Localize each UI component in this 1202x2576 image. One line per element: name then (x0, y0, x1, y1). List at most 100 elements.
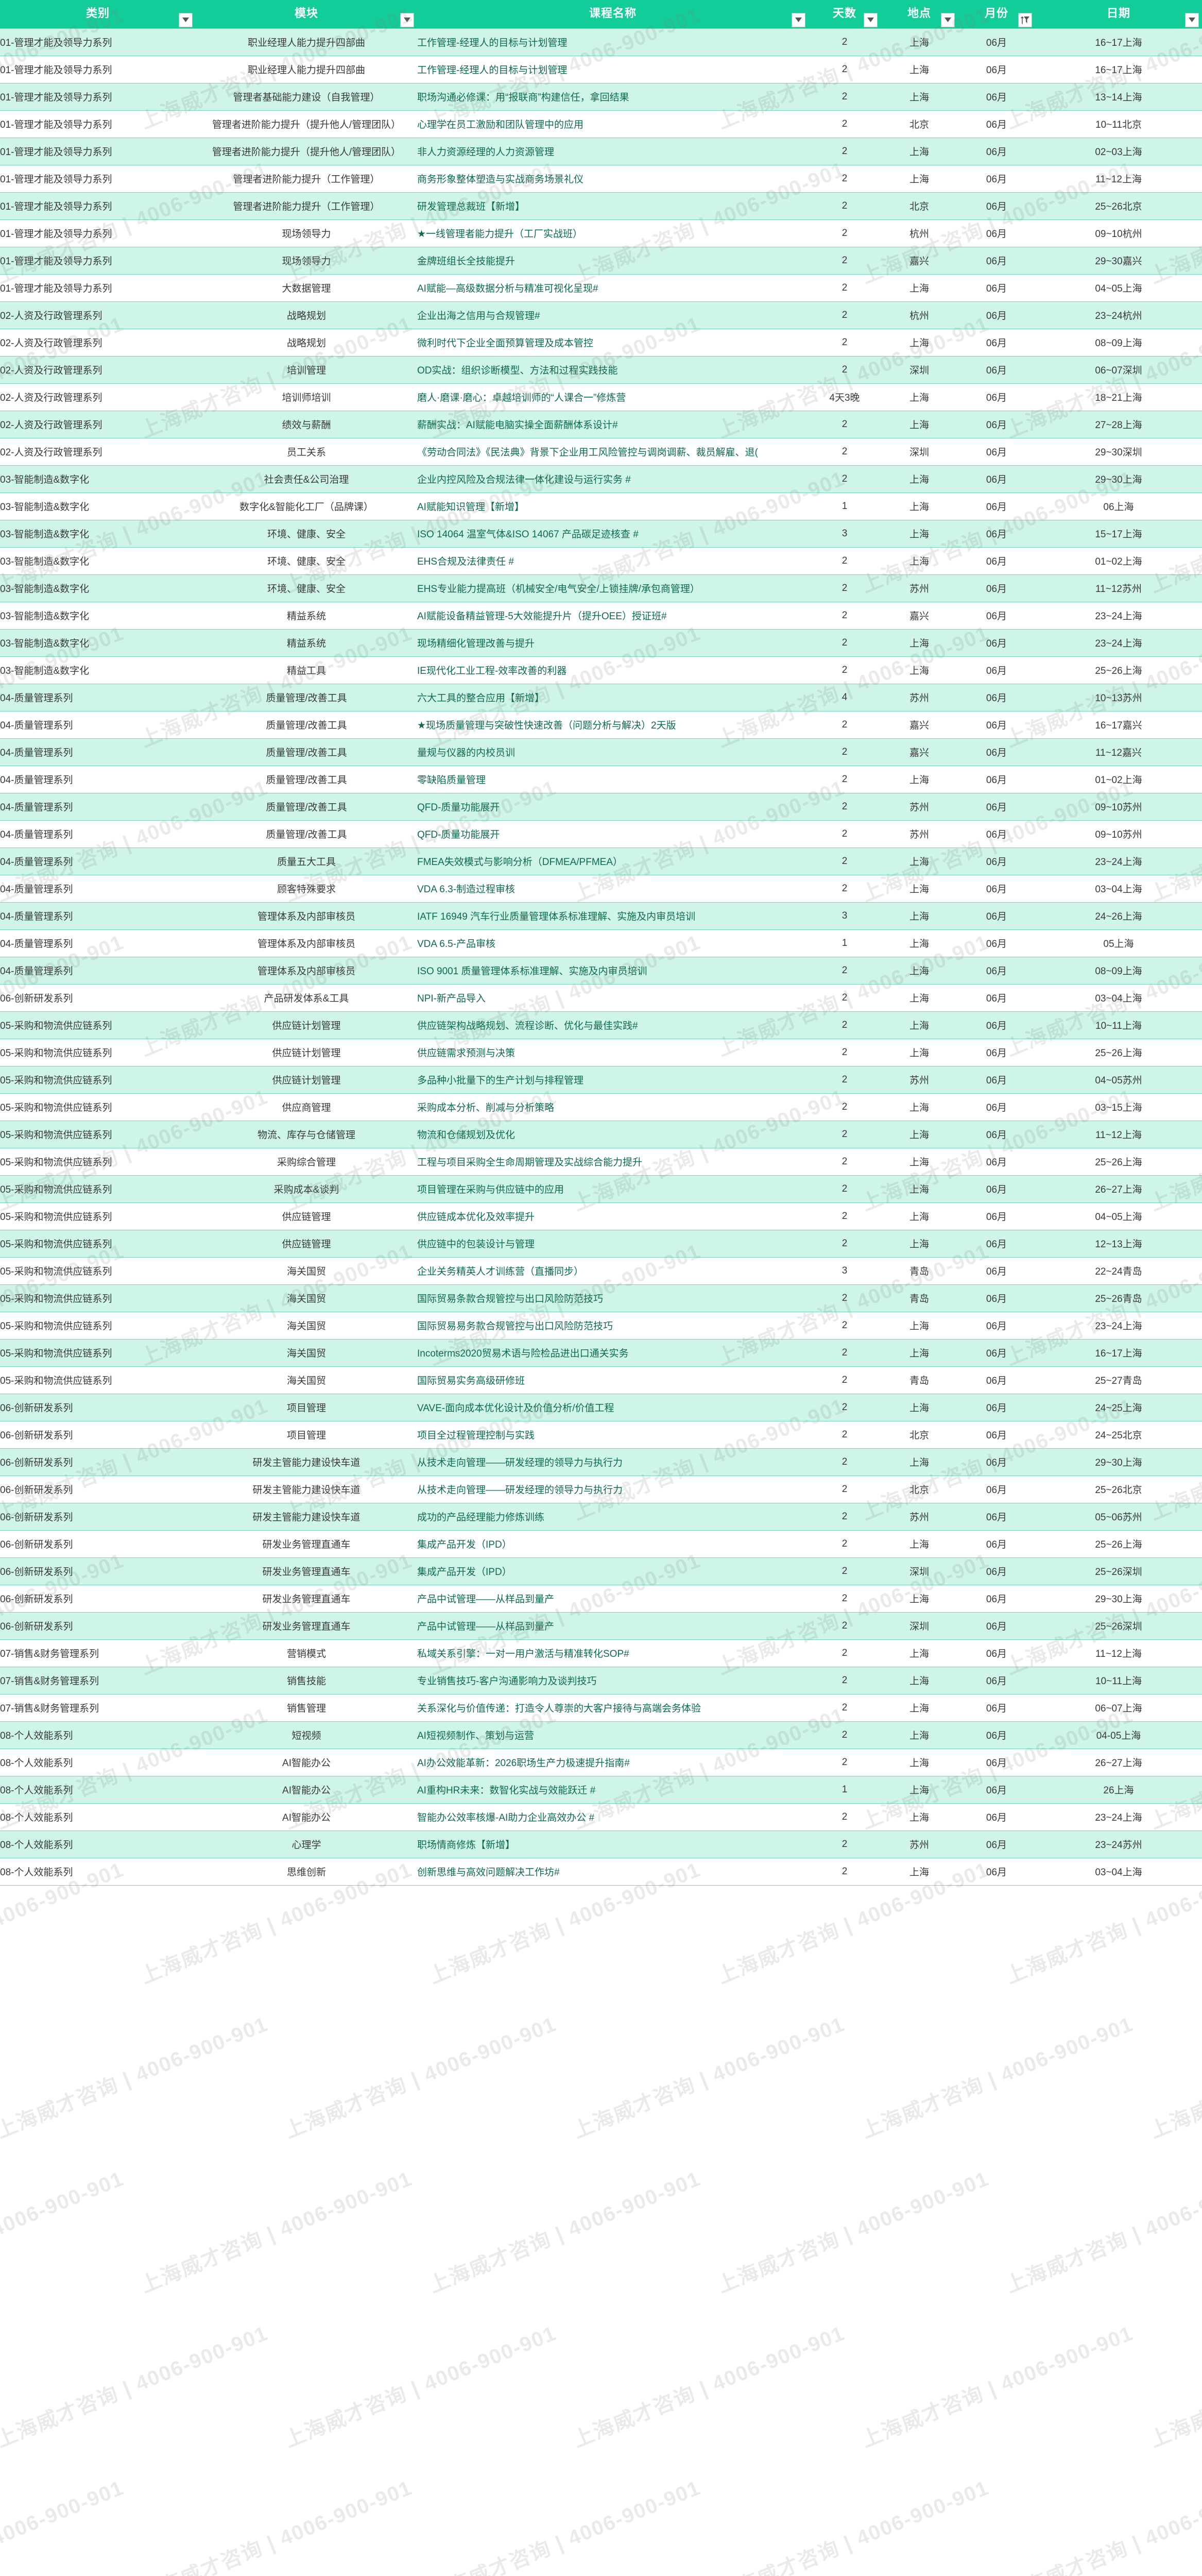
cell-category[interactable]: 04-质量管理系列 (0, 710, 196, 739)
table-row[interactable]: 04-质量管理系列 质量管理/改善工具 QFD-质量功能展开 2 苏州 06月 09~10苏… (0, 820, 1202, 848)
cell-module[interactable]: 精益系统 (196, 629, 417, 657)
cell-course[interactable]: 微利时代下企业全面预算管理及成本管控 (417, 328, 809, 357)
cell-month[interactable]: 06月 (958, 1448, 1035, 1476)
table-row[interactable]: 05-采购和物流供应链系列 供应链计划管理 多品种小批量下的生产计划与排程管理 2 苏州… (0, 1065, 1202, 1094)
table-row[interactable]: 03-智能制造&数字化 数字化&智能化工厂（品牌课） AI赋能知识管理【新增】 1 上海… (0, 492, 1202, 520)
cell-module[interactable]: 研发主管能力建设快车道 (196, 1448, 417, 1476)
cell-city[interactable]: 北京 (881, 110, 958, 138)
cell-category[interactable]: 06-创新研发系列 (0, 1448, 196, 1476)
cell-city[interactable]: 苏州 (881, 683, 958, 711)
cell-category[interactable]: 05-采购和物流供应链系列 (0, 1038, 196, 1066)
cell-module[interactable]: 顾客特殊要求 (196, 874, 417, 903)
cell-category[interactable]: 06-创新研发系列 (0, 1557, 196, 1585)
cell-month[interactable]: 06月 (958, 82, 1035, 111)
cell-module[interactable]: 环境、健康、安全 (196, 547, 417, 575)
table-row[interactable]: 05-采购和物流供应链系列 海关国贸 Incoterms2020贸易术语与险检品进出… (0, 1338, 1202, 1367)
cell-module[interactable]: 思维创新 (196, 1857, 417, 1886)
cell-days[interactable]: 2 (809, 1229, 881, 1258)
cell-city[interactable]: 上海 (881, 1748, 958, 1776)
cell-date[interactable]: 25~26北京 (1035, 192, 1202, 220)
cell-month[interactable]: 06月 (958, 765, 1035, 793)
cell-month[interactable]: 06月 (958, 984, 1035, 1012)
table-row[interactable]: 04-质量管理系列 质量管理/改善工具 六大工具的整合应用【新增】 4 苏州 06月 10~… (0, 683, 1202, 711)
cell-days[interactable]: 2 (809, 847, 881, 875)
cell-city[interactable]: 嘉兴 (881, 738, 958, 766)
cell-city[interactable]: 上海 (881, 1093, 958, 1121)
cell-category[interactable]: 03-智能制造&数字化 (0, 547, 196, 575)
cell-course[interactable]: VDA 6.3-制造过程审核 (417, 874, 809, 903)
filter-button-city[interactable] (941, 12, 955, 27)
cell-city[interactable]: 北京 (881, 1420, 958, 1449)
cell-days[interactable]: 2 (809, 1612, 881, 1640)
cell-course[interactable]: 产品中试管理——从样品到量产 (417, 1612, 809, 1640)
cell-days[interactable]: 1 (809, 1775, 881, 1804)
cell-city[interactable]: 上海 (881, 1857, 958, 1886)
cell-module[interactable]: 项目管理 (196, 1420, 417, 1449)
cell-city[interactable]: 苏州 (881, 792, 958, 821)
cell-month[interactable]: 06月 (958, 1366, 1035, 1394)
cell-category[interactable]: 08-个人效能系列 (0, 1721, 196, 1749)
cell-date[interactable]: 09~10杭州 (1035, 219, 1202, 247)
table-row[interactable]: 06-创新研发系列 研发业务管理直通车 产品中试管理——从样品到量产 2 深圳 06月 25… (0, 1612, 1202, 1640)
cell-category[interactable]: 08-个人效能系列 (0, 1775, 196, 1804)
cell-module[interactable]: 管理体系及内部审核员 (196, 902, 417, 930)
cell-days[interactable]: 2 (809, 137, 881, 165)
cell-date[interactable]: 23~24杭州 (1035, 301, 1202, 329)
cell-month[interactable]: 06月 (958, 1775, 1035, 1804)
cell-city[interactable]: 上海 (881, 547, 958, 575)
cell-date[interactable]: 23~24苏州 (1035, 1830, 1202, 1858)
cell-module[interactable]: 管理体系及内部审核员 (196, 929, 417, 957)
cell-date[interactable]: 11~12上海 (1035, 1120, 1202, 1148)
cell-course[interactable]: QFD-质量功能展开 (417, 820, 809, 848)
cell-module[interactable]: 现场领导力 (196, 219, 417, 247)
cell-city[interactable]: 上海 (881, 1229, 958, 1258)
cell-module[interactable]: 管理者进阶能力提升（提升他人/管理团队） (196, 110, 417, 138)
cell-course[interactable]: AI短视频制作、策划与运营 (417, 1721, 809, 1749)
cell-days[interactable]: 4天3晚 (809, 383, 881, 411)
cell-city[interactable]: 上海 (881, 1666, 958, 1694)
cell-month[interactable]: 06月 (958, 929, 1035, 957)
cell-category[interactable]: 06-创新研发系列 (0, 1393, 196, 1421)
cell-module[interactable]: 研发业务管理直通车 (196, 1584, 417, 1613)
cell-course[interactable]: AI赋能知识管理【新增】 (417, 492, 809, 520)
cell-date[interactable]: 18~21上海 (1035, 383, 1202, 411)
cell-days[interactable]: 2 (809, 1639, 881, 1667)
cell-category[interactable]: 01-管理才能及领导力系列 (0, 137, 196, 165)
cell-city[interactable]: 上海 (881, 1693, 958, 1722)
cell-course[interactable]: VAVE-面向成本优化设计及价值分析/价值工程 (417, 1393, 809, 1421)
cell-date[interactable]: 10~11上海 (1035, 1011, 1202, 1039)
cell-course[interactable]: VDA 6.5-产品审核 (417, 929, 809, 957)
cell-month[interactable]: 06月 (958, 137, 1035, 165)
cell-city[interactable]: 苏州 (881, 820, 958, 848)
table-row[interactable]: 03-智能制造&数字化 精益工具 IE现代化工业工程-效率改善的利器 2 上海 06月 25… (0, 656, 1202, 684)
cell-city[interactable]: 上海 (881, 519, 958, 548)
table-row[interactable]: 03-智能制造&数字化 社会责任&公司治理 企业内控风险及合规法律一体化建设与运行实… (0, 465, 1202, 493)
cell-category[interactable]: 06-创新研发系列 (0, 1612, 196, 1640)
cell-course[interactable]: 研发管理总裁班【新增】 (417, 192, 809, 220)
cell-month[interactable]: 06月 (958, 246, 1035, 275)
cell-month[interactable]: 06月 (958, 1584, 1035, 1613)
cell-course[interactable]: 心理学在员工激励和团队管理中的应用 (417, 110, 809, 138)
cell-course[interactable]: ISO 14064 温室气体&ISO 14067 产品碳足迹核查 # (417, 519, 809, 548)
cell-date[interactable]: 25~26北京 (1035, 1475, 1202, 1503)
cell-course[interactable]: 成功的产品经理能力修炼训练 (417, 1502, 809, 1531)
cell-category[interactable]: 01-管理才能及领导力系列 (0, 192, 196, 220)
cell-course[interactable]: 职场情商修炼【新增】 (417, 1830, 809, 1858)
cell-category[interactable]: 02-人资及行政管理系列 (0, 328, 196, 357)
cell-module[interactable]: AI智能办公 (196, 1803, 417, 1831)
cell-date[interactable]: 09~10苏州 (1035, 820, 1202, 848)
cell-city[interactable]: 上海 (881, 1120, 958, 1148)
cell-days[interactable]: 2 (809, 410, 881, 438)
column-header-city[interactable]: 地点 (881, 0, 958, 28)
cell-month[interactable]: 06月 (958, 601, 1035, 630)
cell-date[interactable]: 29~30上海 (1035, 465, 1202, 493)
cell-month[interactable]: 06月 (958, 1147, 1035, 1176)
cell-course[interactable]: AI办公效能革新：2026职场生产力极速提升指南# (417, 1748, 809, 1776)
cell-days[interactable]: 2 (809, 1420, 881, 1449)
cell-month[interactable]: 06月 (958, 792, 1035, 821)
cell-category[interactable]: 03-智能制造&数字化 (0, 629, 196, 657)
cell-date[interactable]: 16~17上海 (1035, 1338, 1202, 1367)
cell-city[interactable]: 上海 (881, 137, 958, 165)
cell-course[interactable]: Incoterms2020贸易术语与险检品进出口通关实务 (417, 1338, 809, 1367)
cell-course[interactable]: 企业关务精英人才训练营（直播同步） (417, 1257, 809, 1285)
